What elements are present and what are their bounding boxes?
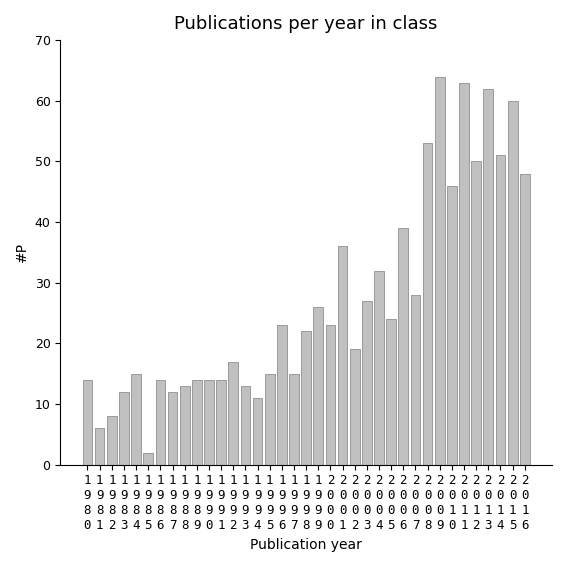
- Bar: [411, 295, 420, 465]
- Bar: [314, 307, 323, 465]
- Bar: [386, 319, 396, 465]
- Bar: [277, 325, 287, 465]
- Bar: [119, 392, 129, 465]
- Bar: [301, 331, 311, 465]
- Bar: [131, 374, 141, 465]
- Bar: [289, 374, 299, 465]
- Bar: [168, 392, 177, 465]
- Bar: [496, 155, 505, 465]
- Bar: [216, 380, 226, 465]
- Bar: [240, 386, 250, 465]
- Bar: [399, 228, 408, 465]
- Bar: [520, 174, 530, 465]
- Bar: [508, 101, 518, 465]
- Bar: [350, 349, 359, 465]
- Bar: [265, 374, 274, 465]
- Bar: [229, 362, 238, 465]
- Bar: [95, 428, 104, 465]
- Bar: [155, 380, 165, 465]
- Title: Publications per year in class: Publications per year in class: [175, 15, 438, 33]
- X-axis label: Publication year: Publication year: [250, 538, 362, 552]
- Bar: [447, 185, 457, 465]
- Bar: [83, 380, 92, 465]
- Bar: [338, 246, 348, 465]
- Bar: [192, 380, 202, 465]
- Bar: [374, 270, 384, 465]
- Y-axis label: #P: #P: [15, 242, 29, 263]
- Bar: [471, 162, 481, 465]
- Bar: [362, 301, 372, 465]
- Bar: [325, 325, 335, 465]
- Bar: [459, 83, 469, 465]
- Bar: [484, 88, 493, 465]
- Bar: [143, 452, 153, 465]
- Bar: [423, 143, 433, 465]
- Bar: [204, 380, 214, 465]
- Bar: [253, 398, 263, 465]
- Bar: [435, 77, 445, 465]
- Bar: [107, 416, 117, 465]
- Bar: [180, 386, 189, 465]
